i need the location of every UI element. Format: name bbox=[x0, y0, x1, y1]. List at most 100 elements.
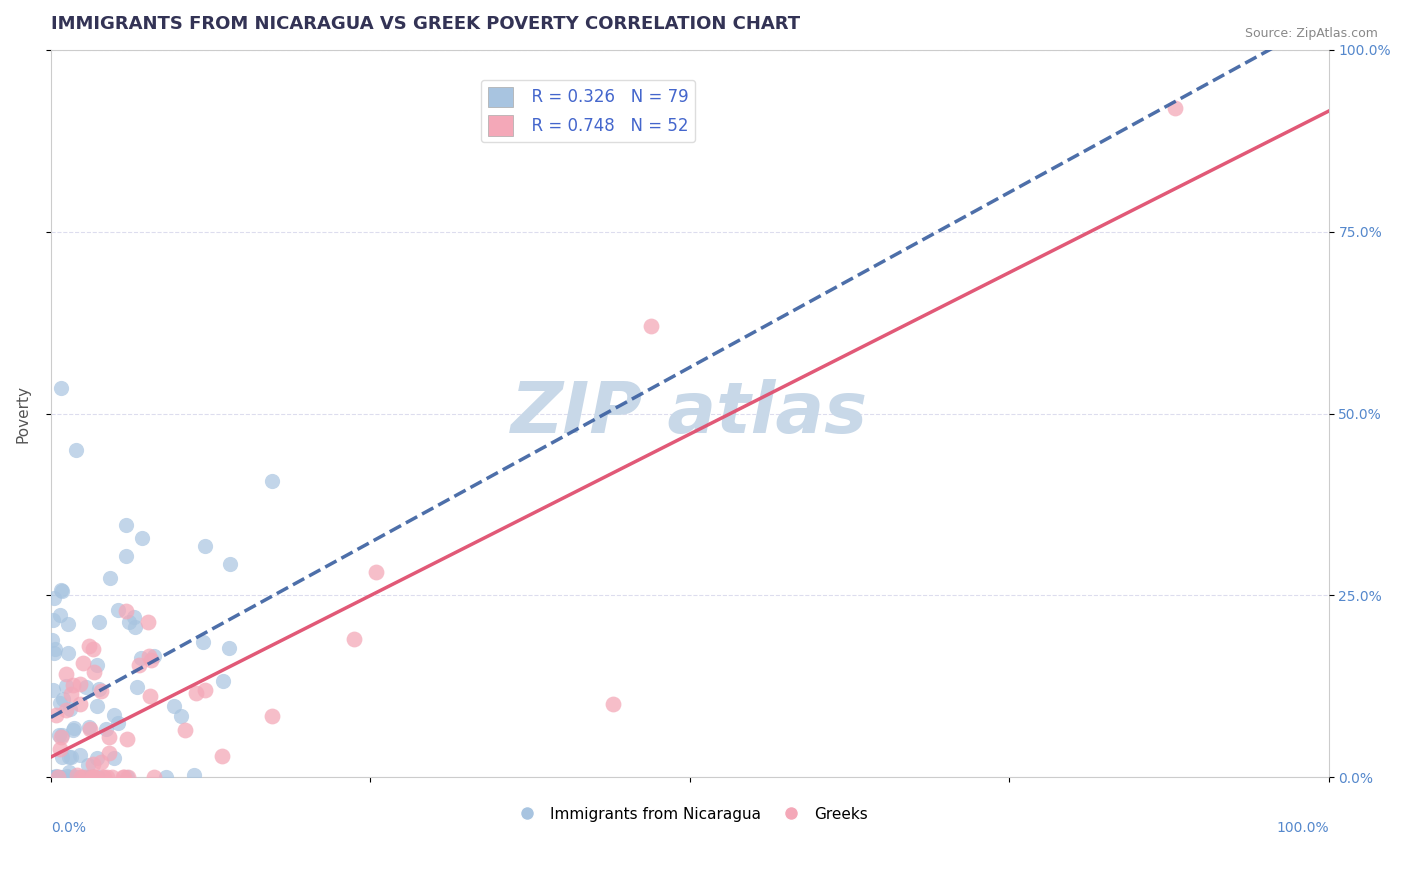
Point bbox=[142, 770, 165, 784]
Point bbox=[170, 709, 193, 723]
Point bbox=[129, 651, 152, 665]
Point bbox=[62, 678, 84, 692]
Point bbox=[76, 758, 98, 772]
Text: 0.0%: 0.0% bbox=[51, 821, 86, 835]
Point bbox=[39, 770, 62, 784]
Point bbox=[66, 768, 89, 782]
Point bbox=[77, 639, 100, 653]
Point bbox=[91, 770, 114, 784]
Point bbox=[62, 721, 84, 735]
Point bbox=[107, 603, 129, 617]
Point bbox=[80, 770, 103, 784]
Point bbox=[1164, 101, 1187, 115]
Point bbox=[86, 657, 108, 672]
Point bbox=[72, 656, 94, 670]
Point bbox=[49, 696, 72, 710]
Point bbox=[602, 698, 624, 712]
Point bbox=[93, 770, 115, 784]
Point bbox=[84, 770, 107, 784]
Point bbox=[218, 641, 240, 656]
Point bbox=[136, 615, 159, 630]
Point bbox=[69, 698, 91, 712]
Point bbox=[65, 770, 87, 784]
Point bbox=[96, 722, 118, 736]
Point bbox=[48, 770, 70, 784]
Point bbox=[75, 680, 97, 694]
Point bbox=[115, 770, 138, 784]
Point bbox=[58, 750, 80, 764]
Point bbox=[51, 749, 73, 764]
Point bbox=[162, 698, 184, 713]
Point bbox=[122, 610, 145, 624]
Point bbox=[219, 557, 242, 571]
Point bbox=[70, 770, 93, 784]
Point bbox=[98, 746, 121, 760]
Point bbox=[42, 613, 65, 627]
Point bbox=[103, 708, 125, 723]
Point bbox=[184, 685, 207, 699]
Point bbox=[138, 648, 160, 663]
Point bbox=[82, 756, 104, 771]
Point bbox=[112, 770, 135, 784]
Point bbox=[82, 642, 104, 657]
Text: IMMIGRANTS FROM NICARAGUA VS GREEK POVERTY CORRELATION CHART: IMMIGRANTS FROM NICARAGUA VS GREEK POVER… bbox=[51, 15, 800, 33]
Text: ZIP atlas: ZIP atlas bbox=[512, 379, 869, 448]
Point bbox=[56, 769, 79, 783]
Text: Source: ZipAtlas.com: Source: ZipAtlas.com bbox=[1244, 27, 1378, 40]
Point bbox=[69, 770, 91, 784]
Point bbox=[83, 770, 105, 784]
Point bbox=[48, 607, 70, 622]
Point bbox=[51, 584, 73, 599]
Point bbox=[96, 770, 118, 784]
Point bbox=[49, 380, 72, 394]
Point bbox=[80, 770, 103, 784]
Point bbox=[77, 720, 100, 734]
Point bbox=[51, 583, 73, 598]
Point bbox=[48, 770, 70, 784]
Point bbox=[115, 517, 138, 532]
Point bbox=[640, 319, 662, 334]
Point bbox=[114, 605, 136, 619]
Point bbox=[131, 531, 153, 545]
Point bbox=[124, 619, 146, 633]
Point bbox=[51, 727, 73, 741]
Point bbox=[77, 770, 100, 784]
Point bbox=[44, 770, 66, 784]
Point bbox=[55, 667, 77, 681]
Point bbox=[42, 646, 65, 660]
Point bbox=[194, 682, 217, 697]
Point bbox=[90, 683, 112, 698]
Point bbox=[107, 716, 129, 731]
Point bbox=[59, 701, 82, 715]
Point bbox=[83, 665, 105, 680]
Point bbox=[55, 679, 77, 693]
Point bbox=[364, 565, 387, 579]
Point bbox=[142, 648, 165, 663]
Point bbox=[118, 615, 141, 630]
Point bbox=[69, 770, 91, 784]
Point bbox=[98, 730, 121, 744]
Point bbox=[75, 770, 97, 784]
Point bbox=[86, 698, 108, 713]
Point bbox=[65, 442, 87, 457]
Point bbox=[115, 549, 138, 563]
Point bbox=[58, 765, 80, 780]
Point bbox=[117, 770, 139, 784]
Point bbox=[155, 770, 177, 784]
Point bbox=[183, 768, 205, 782]
Point bbox=[174, 723, 197, 738]
Point bbox=[260, 709, 283, 723]
Point bbox=[139, 653, 162, 667]
Point bbox=[45, 707, 67, 722]
Point bbox=[138, 689, 160, 703]
Point bbox=[90, 755, 112, 769]
Point bbox=[59, 750, 82, 764]
Point bbox=[49, 742, 72, 756]
Point bbox=[194, 539, 217, 553]
Point bbox=[191, 635, 214, 649]
Point bbox=[49, 730, 72, 744]
Point bbox=[212, 674, 235, 689]
Point bbox=[46, 770, 69, 784]
Point bbox=[44, 591, 66, 605]
Point bbox=[52, 692, 75, 706]
